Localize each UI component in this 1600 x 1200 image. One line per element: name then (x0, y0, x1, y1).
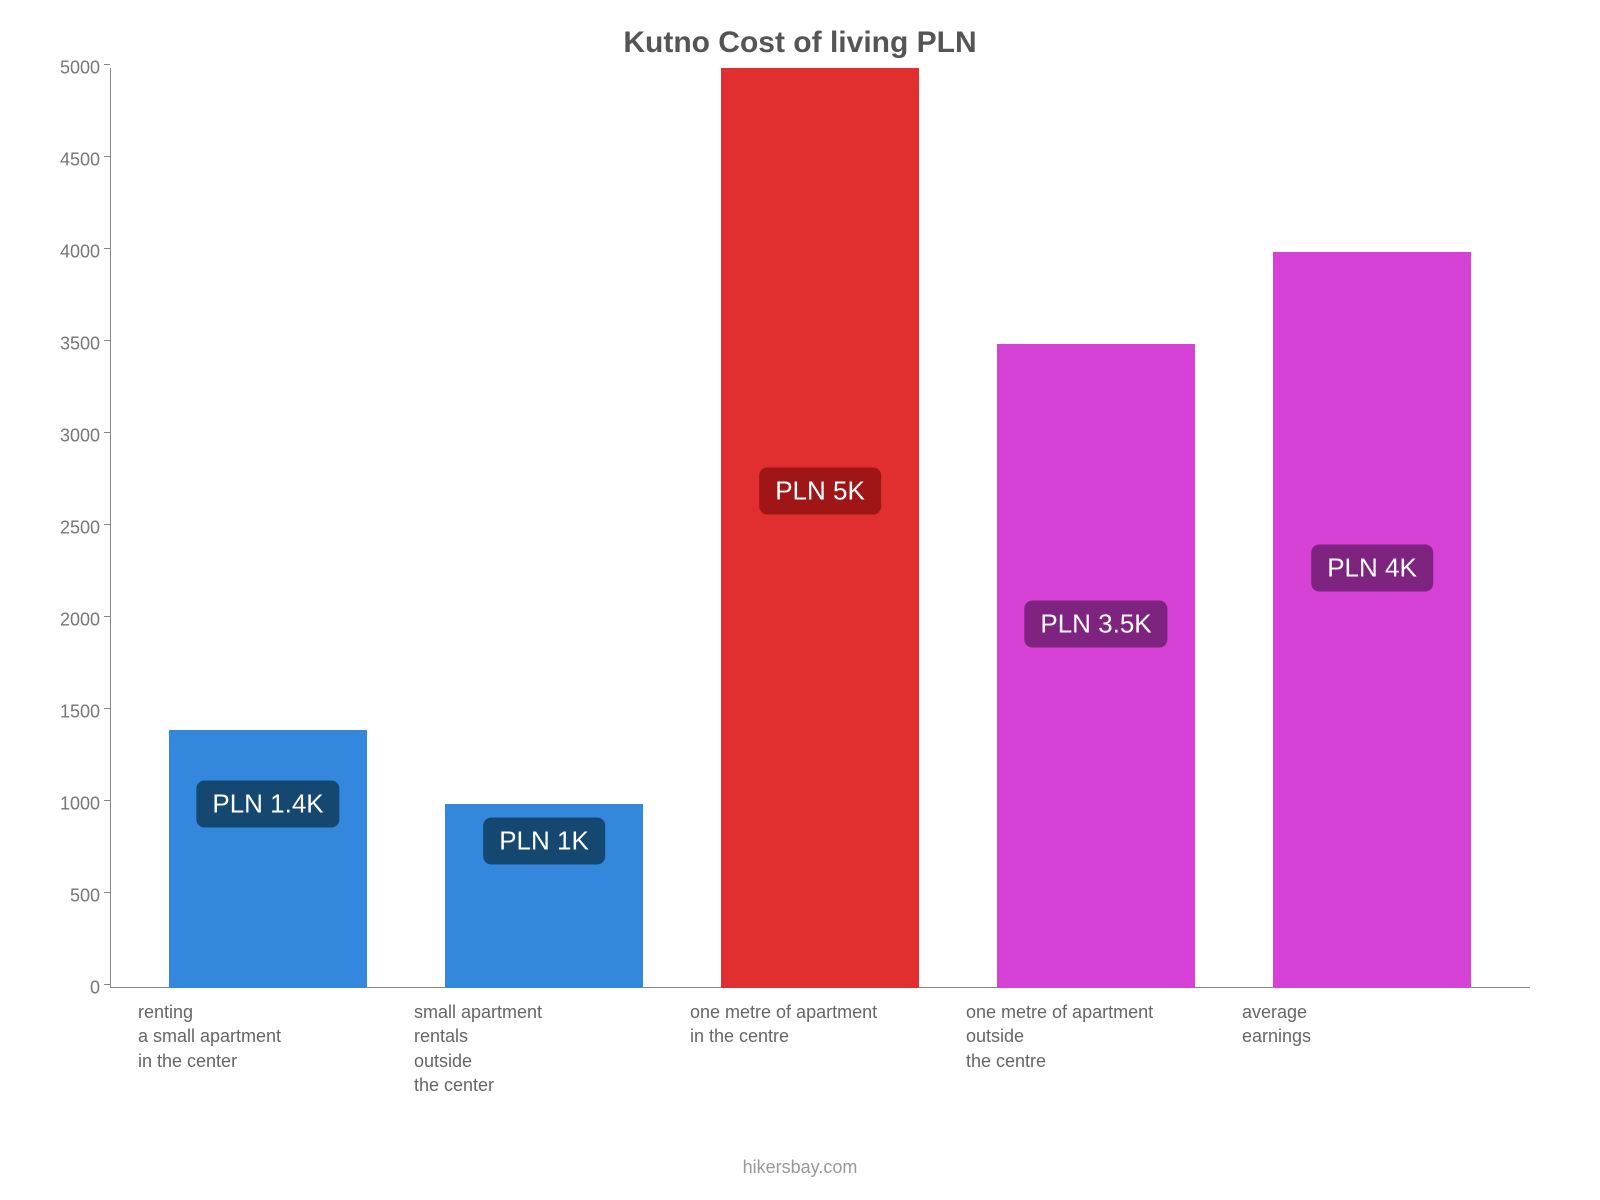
y-tick-label: 1000 (40, 794, 100, 815)
bar-slot: PLN 3.5K (958, 68, 1234, 988)
bar: PLN 4K (1273, 252, 1472, 988)
attribution-text: hikersbay.com (40, 1157, 1560, 1178)
bar-value-label: PLN 3.5K (1024, 600, 1167, 647)
x-category-label: renting a small apartment in the center (130, 1000, 406, 1097)
x-axis-labels: renting a small apartment in the centers… (110, 988, 1530, 1097)
chart-container: Kutno Cost of living PLN 050010001500200… (0, 0, 1600, 1200)
y-axis: 0500100015002000250030003500400045005000 (40, 68, 100, 988)
bar-slot: PLN 4K (1234, 68, 1510, 988)
bar: PLN 1K (445, 804, 644, 988)
x-category-label: average earnings (1234, 1000, 1510, 1097)
bar-value-label: PLN 4K (1311, 545, 1433, 592)
y-tick-label: 4500 (40, 150, 100, 171)
y-tick-label: 2500 (40, 518, 100, 539)
bar-value-label: PLN 1.4K (196, 781, 339, 828)
bar-value-label: PLN 5K (759, 468, 881, 515)
bar: PLN 5K (721, 68, 920, 988)
y-tick-label: 1500 (40, 702, 100, 723)
y-tick-label: 3000 (40, 426, 100, 447)
y-tick-label: 5000 (40, 58, 100, 79)
bars-region: PLN 1.4K PLN 1K PLN 5K PLN 3.5K PLN 4K (110, 68, 1530, 988)
plot-area: 0500100015002000250030003500400045005000… (110, 68, 1530, 988)
bar: PLN 1.4K (169, 730, 368, 988)
y-tick-label: 3500 (40, 334, 100, 355)
bar: PLN 3.5K (997, 344, 1196, 988)
bar-slot: PLN 5K (682, 68, 958, 988)
y-tick-label: 2000 (40, 610, 100, 631)
x-category-label: one metre of apartment outside the centr… (958, 1000, 1234, 1097)
chart-title: Kutno Cost of living PLN (40, 26, 1560, 60)
y-tick-label: 0 (40, 978, 100, 999)
y-tick-mark (104, 64, 110, 65)
bar-slot: PLN 1.4K (130, 68, 406, 988)
x-category-label: small apartment rentals outside the cent… (406, 1000, 682, 1097)
y-tick-label: 4000 (40, 242, 100, 263)
bar-slot: PLN 1K (406, 68, 682, 988)
bar-value-label: PLN 1K (483, 817, 605, 864)
y-tick-label: 500 (40, 886, 100, 907)
x-category-label: one metre of apartment in the centre (682, 1000, 958, 1097)
